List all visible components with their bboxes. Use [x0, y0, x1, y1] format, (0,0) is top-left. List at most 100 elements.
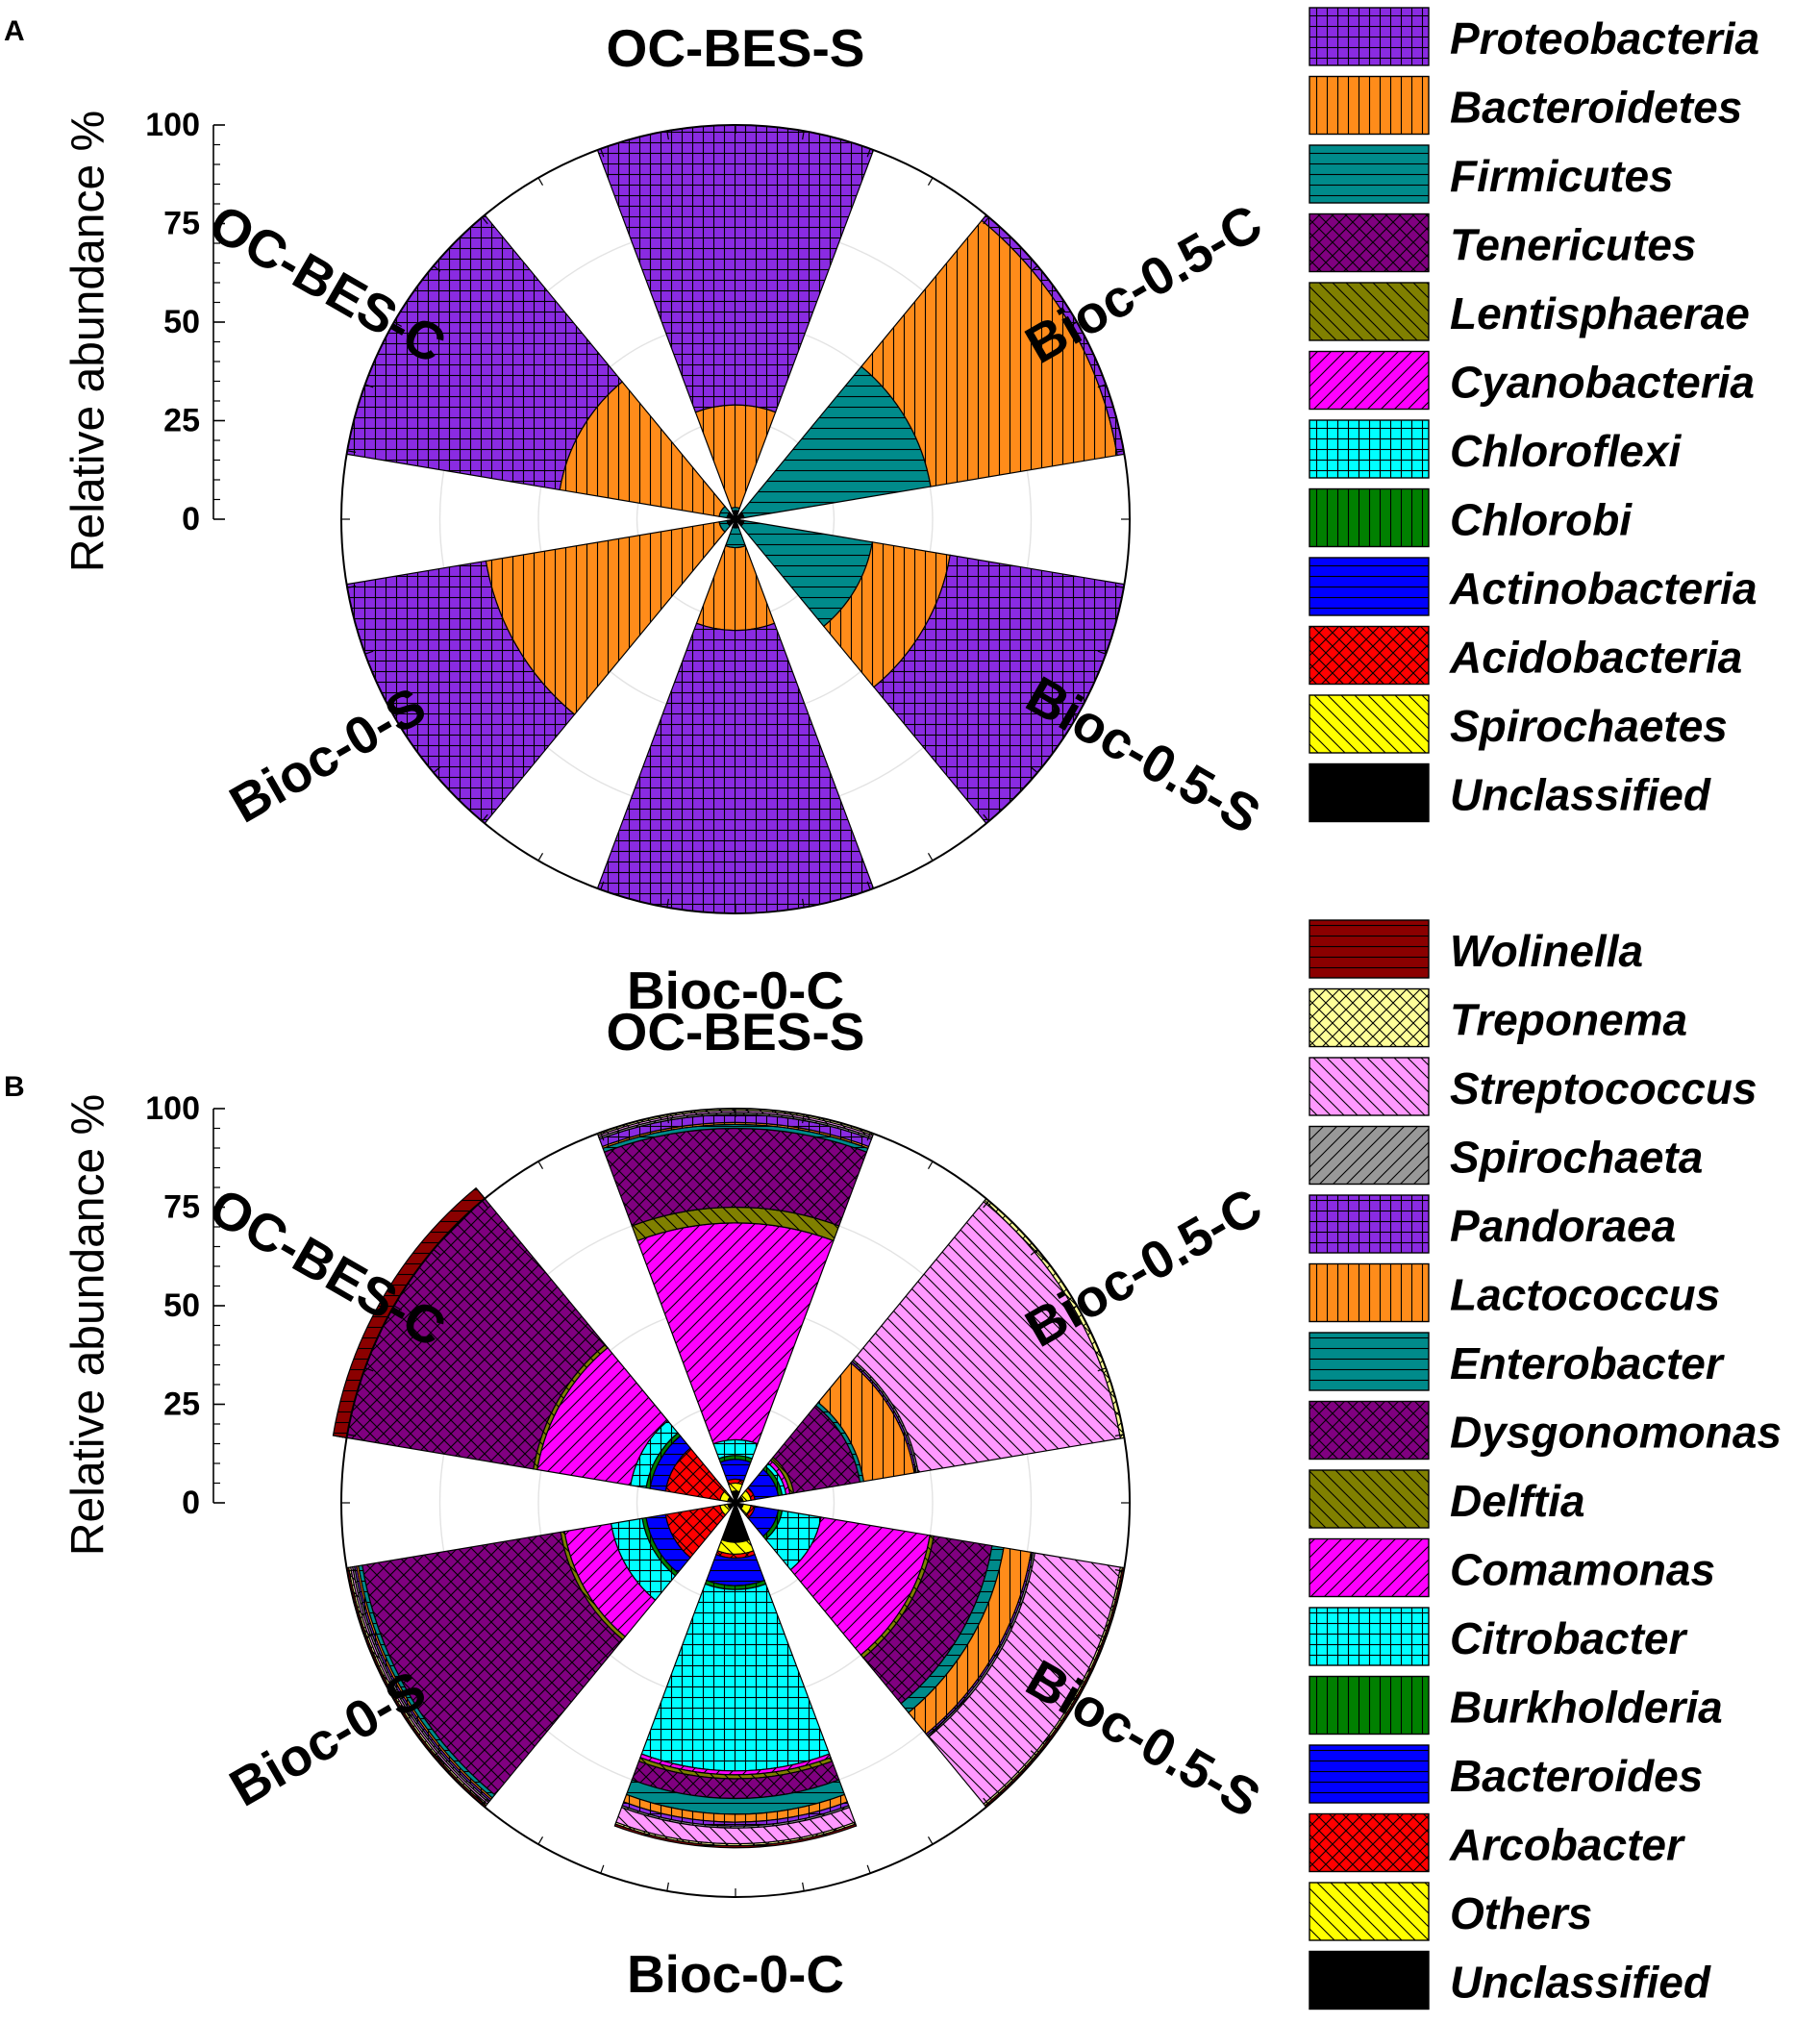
y-axis-label: Relative abundance %	[63, 1094, 114, 1556]
legend-swatch-lentisphaerae	[1309, 282, 1430, 341]
ring-tick	[1097, 1634, 1107, 1638]
ring-tick	[393, 321, 403, 328]
ring-tick	[481, 1797, 488, 1806]
ring-tick	[866, 1864, 871, 1874]
legend-swatch-wolinella	[1309, 919, 1430, 979]
wedge-bioc-0-c-bacteroides	[706, 1553, 765, 1586]
ring-tick	[1097, 650, 1107, 655]
legend-swatch-treponema	[1309, 987, 1430, 1048]
legend-label-spirochaetes: Spirochaetes	[1450, 701, 1728, 751]
legend-label-comamonas: Comamonas	[1450, 1545, 1715, 1595]
legend-swatch-citrobacter	[1309, 1607, 1430, 1666]
ring-tick	[537, 1161, 544, 1170]
ring-tick	[927, 1161, 934, 1170]
y-axis-label: Relative abundance %	[63, 111, 114, 572]
legend-label-firmicutes: Firmicutes	[1450, 151, 1674, 201]
legend-label-treponema: Treponema	[1450, 995, 1687, 1045]
legend-swatch-acidobacteria	[1309, 625, 1430, 686]
legend-label-wolinella: Wolinella	[1450, 926, 1643, 976]
ring-tick	[481, 813, 488, 822]
legend-label-streptococcus: Streptococcus	[1450, 1063, 1758, 1113]
wedge-bioc-0-c-proteobacteria	[596, 622, 875, 914]
y-tick-label: 0	[182, 501, 200, 537]
ring-tick	[393, 1305, 403, 1311]
ring-tick	[600, 1132, 605, 1141]
legend-swatch-burkholderia	[1309, 1675, 1430, 1736]
ring-tick	[364, 1367, 374, 1372]
ring-tick	[866, 148, 871, 158]
ring-tick	[802, 1114, 805, 1124]
ring-tick	[1114, 450, 1124, 453]
y-tick-label: 0	[182, 1485, 200, 1521]
legend-swatch-unclassified	[1309, 762, 1430, 823]
ring-tick	[347, 586, 357, 588]
legend-label-proteobacteria: Proteobacteria	[1450, 13, 1759, 63]
wedge-bioc-0-c-citrobacter	[640, 1583, 831, 1772]
legend-swatch-comamonas	[1309, 1537, 1430, 1598]
wedge-bioc-0-c-firmicutes	[724, 526, 747, 549]
legend-swatch-actinobacteria	[1309, 557, 1430, 616]
ring-tick	[347, 1434, 357, 1436]
legend-swatch-firmicutes	[1309, 144, 1430, 204]
ring-tick	[347, 450, 357, 453]
wedge-oc-bes-s-others	[728, 1482, 743, 1493]
legend-swatch-lactococcus	[1309, 1262, 1430, 1323]
sample-label-bioc-0-5-s: Bioc-0.5-S	[1016, 1648, 1270, 1829]
ring-tick	[600, 148, 605, 158]
legend-label-unclassified: Unclassified	[1450, 1958, 1711, 2008]
legend-label-actinobacteria: Actinobacteria	[1449, 563, 1758, 613]
legend-label-lactococcus: Lactococcus	[1450, 1270, 1720, 1320]
ring-tick	[983, 813, 990, 822]
y-tick-label: 75	[163, 206, 200, 242]
ring-tick	[927, 852, 934, 862]
legend-label-enterobacter: Enterobacter	[1450, 1338, 1725, 1388]
ring-tick	[1030, 1750, 1038, 1758]
sample-label-bioc-0-s: Bioc-0-S	[220, 675, 436, 834]
legend-swatch-dysgonomonas	[1309, 1400, 1430, 1461]
ring-tick	[666, 1114, 669, 1124]
legend-swatch-spirochaetes	[1309, 694, 1430, 754]
y-tick-label: 100	[145, 107, 200, 143]
y-tick-label: 100	[145, 1090, 200, 1127]
y-tick-label: 50	[163, 304, 200, 340]
sample-label-bioc-0-s: Bioc-0-S	[220, 1659, 436, 1817]
ring-tick	[1030, 1248, 1038, 1256]
ring-tick	[666, 131, 669, 140]
legend-swatch-proteobacteria	[1309, 7, 1430, 66]
panel-letter: B	[4, 1071, 25, 1103]
y-tick-label: 50	[163, 1287, 200, 1324]
sample-label-bioc-0-c: Bioc-0-C	[627, 961, 844, 1020]
legend-label-chlorobi: Chlorobi	[1450, 495, 1633, 545]
panel-b: B OC-BES-S Bioc-0.5-C Bioc-0.5-S Bioc-0-C Bio…	[4, 919, 1782, 2011]
wedge-oc-bes-s-citrobacter	[712, 1438, 759, 1460]
legend-label-cyanobacteria: Cyanobacteria	[1450, 358, 1755, 408]
legend-label-citrobacter: Citrobacter	[1450, 1613, 1687, 1663]
ring-tick	[1068, 1305, 1078, 1311]
wedge-bioc-0-c-wolinella	[613, 1823, 858, 1849]
y-tick-label: 75	[163, 1189, 200, 1226]
wedge-oc-bes-s-bacteroides	[719, 1459, 752, 1482]
ring-tick	[433, 264, 441, 272]
legend-label-pandoraea: Pandoraea	[1450, 1201, 1676, 1251]
legend-swatch-streptococcus	[1309, 1057, 1430, 1116]
legend-label-unclassified: Unclassified	[1450, 770, 1711, 820]
ring-tick	[983, 216, 990, 225]
legend-label-dysgonomonas: Dysgonomonas	[1450, 1408, 1782, 1458]
ring-tick	[802, 1882, 805, 1891]
ring-tick	[927, 1836, 934, 1845]
ring-tick	[433, 1750, 441, 1758]
ring-tick	[1114, 1434, 1124, 1436]
legend-label-tenericutes: Tenericutes	[1450, 220, 1697, 270]
legend-label-lentisphaerae: Lentisphaerae	[1450, 288, 1750, 338]
ring-tick	[1068, 711, 1078, 717]
ring-tick	[1030, 264, 1038, 272]
ring-tick	[927, 177, 934, 187]
wedge-oc-bes-s-comamonas	[636, 1222, 835, 1445]
ring-tick	[364, 650, 374, 655]
ring-tick	[1030, 766, 1038, 774]
legend-swatch-bacteroides	[1309, 1744, 1430, 1804]
ring-tick	[666, 898, 669, 908]
ring-tick	[1114, 1569, 1124, 1572]
ring-tick	[1114, 586, 1124, 588]
ring-tick	[433, 766, 441, 774]
